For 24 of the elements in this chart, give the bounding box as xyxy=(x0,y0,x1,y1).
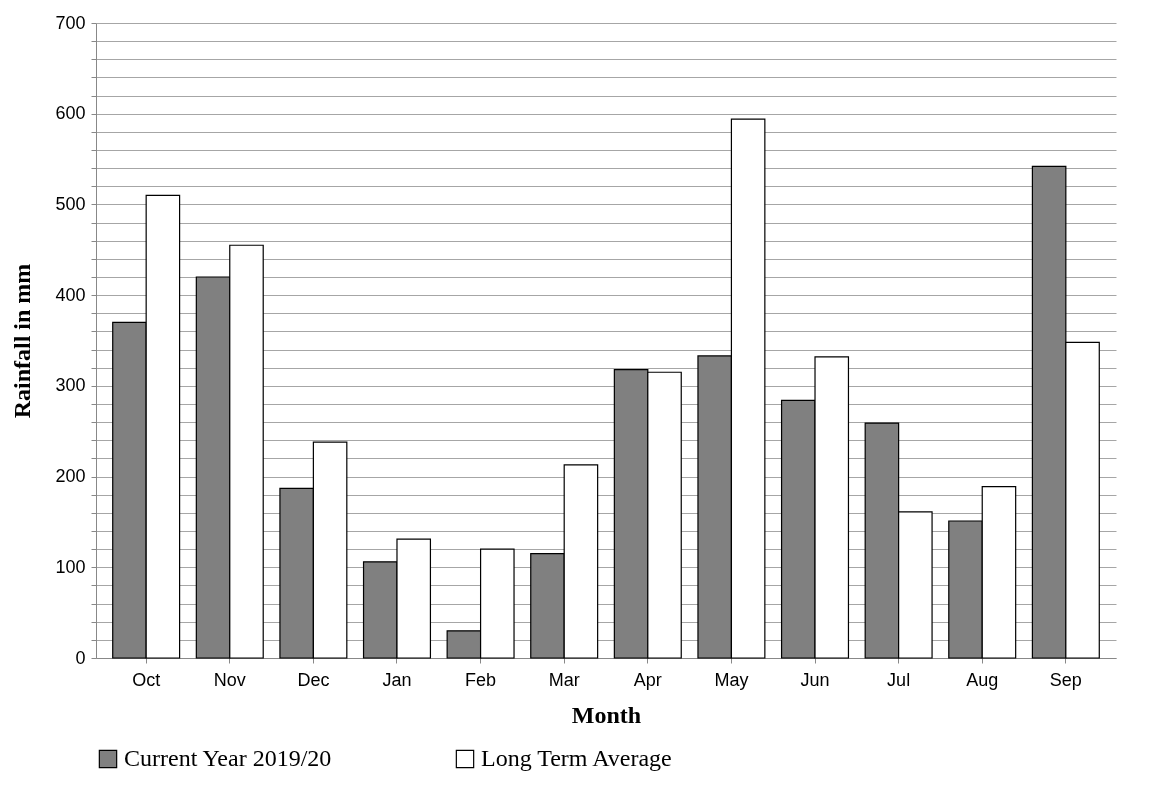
y-tick-label: 100 xyxy=(55,556,86,577)
x-tick-label: Apr xyxy=(633,669,662,690)
x-tick-label: Dec xyxy=(297,669,330,690)
x-tick-label: Jun xyxy=(800,669,830,690)
x-tick-label: Jul xyxy=(887,669,911,690)
y-tick-label: 700 xyxy=(55,12,86,33)
legend-label: Current Year 2019/20 xyxy=(124,745,332,771)
y-tick-label: 0 xyxy=(75,647,86,668)
y-tick-label: 300 xyxy=(55,375,86,396)
y-tick-label: 500 xyxy=(55,193,86,214)
x-tick-label: Jan xyxy=(382,669,412,690)
x-tick-label: Sep xyxy=(1049,669,1082,690)
x-tick-label: Aug xyxy=(966,669,999,690)
y-tick-label: 400 xyxy=(55,284,86,305)
x-tick-label: Oct xyxy=(132,669,161,690)
legend-label: Long Term Average xyxy=(481,745,672,771)
y-tick-label: 200 xyxy=(55,466,86,487)
x-tick-label: Nov xyxy=(213,669,246,690)
y-axis-title: Rainfall in mm xyxy=(9,263,36,419)
x-axis-title: Month xyxy=(571,701,642,728)
x-tick-label: Mar xyxy=(548,669,580,690)
y-tick-label: 600 xyxy=(55,103,86,124)
x-tick-label: May xyxy=(714,669,749,690)
x-tick-label: Feb xyxy=(465,669,497,690)
